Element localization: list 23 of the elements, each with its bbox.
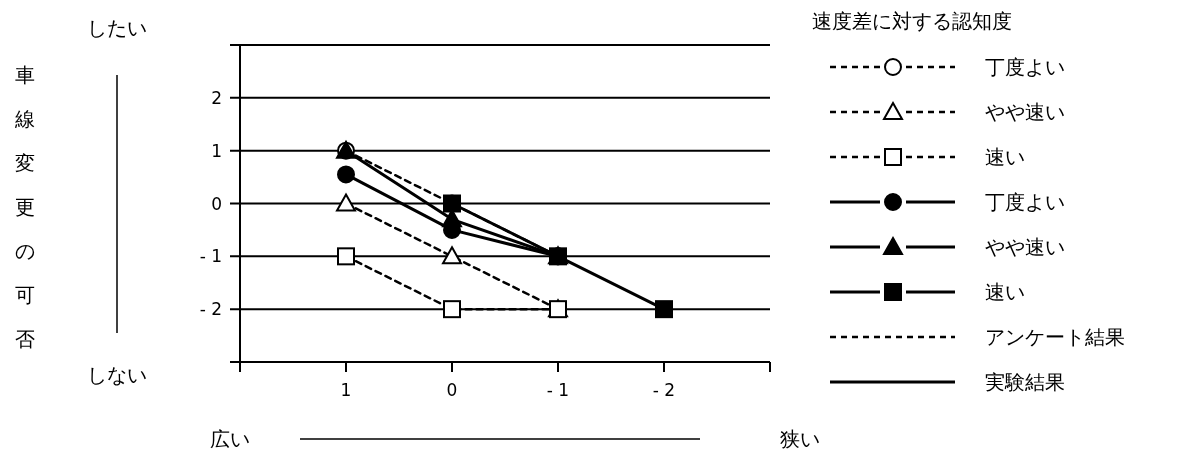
legend-label: やや速い — [985, 100, 1065, 124]
legend-label: やや速い — [985, 235, 1065, 259]
y-tick-label: 1 — [211, 140, 222, 161]
text: したい — [87, 16, 147, 40]
text: 車線変更の可否 — [14, 63, 35, 351]
x-tick-label: 0 — [446, 380, 458, 400]
legend-label: 実験結果 — [985, 370, 1065, 394]
x-tick-label: - 2 — [652, 380, 676, 400]
legend-label: 丁度よい — [985, 55, 1065, 79]
y-tick-label: - 2 — [199, 299, 222, 320]
legend-label: 速い — [985, 280, 1025, 304]
x-tick-label: - 1 — [546, 380, 570, 400]
legend-label: 速い — [985, 145, 1025, 169]
text: 広い — [210, 427, 250, 451]
y-tick-label: 0 — [211, 193, 222, 214]
y-tick-label: - 1 — [199, 246, 222, 267]
legend-label: アンケート結果 — [985, 325, 1125, 349]
legend-title: 速度差に対する認知度 — [812, 9, 1012, 33]
legend-label: 丁度よい — [985, 190, 1065, 214]
text: しない — [87, 363, 147, 387]
y-tick-label: 2 — [211, 87, 222, 108]
text: 狭い — [780, 427, 820, 451]
x-tick-label: 1 — [340, 380, 352, 400]
